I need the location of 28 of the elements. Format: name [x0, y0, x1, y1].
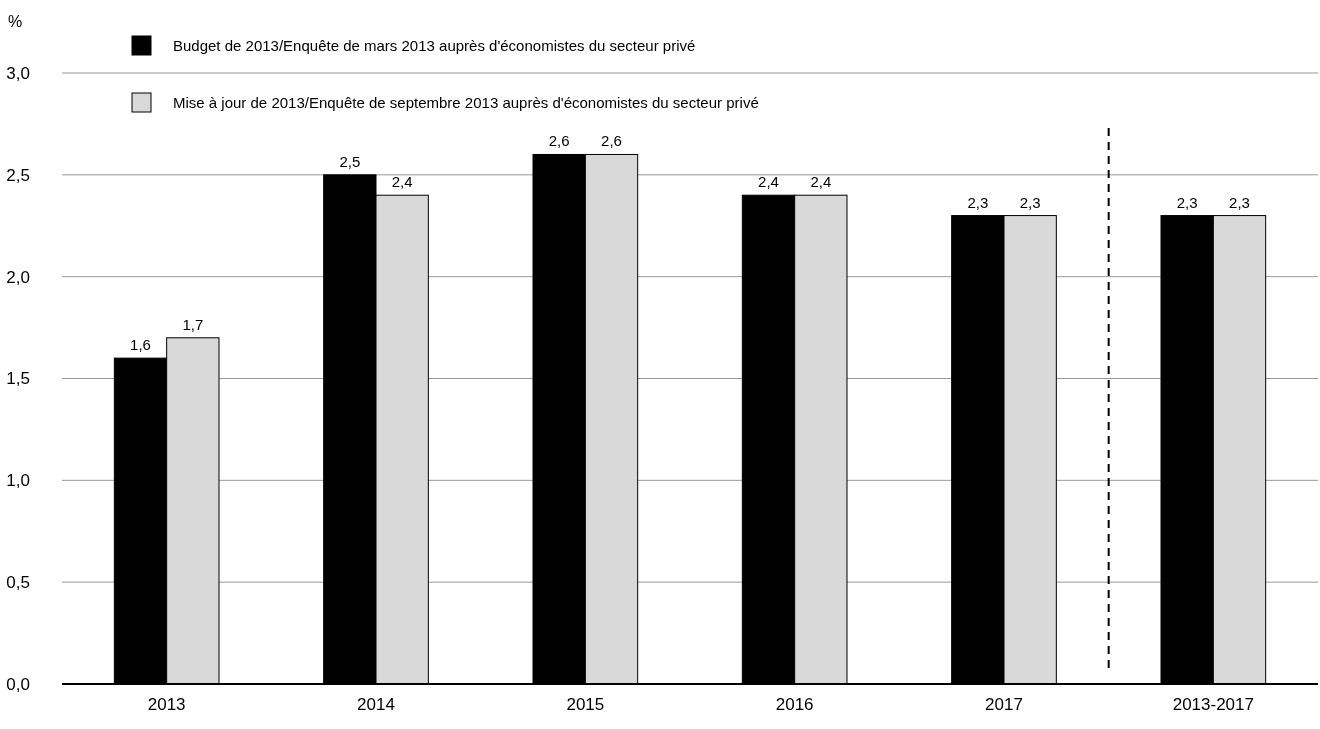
data-label: 1,6 [130, 336, 151, 354]
legend-label: Mise à jour de 2013/Enquête de septembre 2013 auprès d'économistes du secteur privé [173, 94, 759, 111]
data-label: 2,5 [339, 152, 361, 170]
legend-label: Budget de 2013/Enquête de mars 2013 auprès d'économistes du secteur privé [173, 37, 696, 54]
x-tick-label: 2016 [775, 695, 814, 715]
y-axis-title: % [8, 13, 23, 30]
y-tick-label: 3,0 [6, 63, 30, 83]
y-tick-label: 0,5 [6, 573, 30, 593]
y-tick-label: 1,5 [6, 369, 30, 389]
data-label: 2,4 [391, 173, 413, 191]
x-tick-label: 2017 [985, 695, 1023, 715]
x-tick-label: 2014 [357, 695, 395, 715]
data-label: 2,6 [601, 132, 622, 150]
data-label: 2,3 [1176, 193, 1198, 211]
y-tick-label: 2,0 [6, 267, 30, 287]
data-label: 2,3 [1229, 193, 1250, 211]
data-label: 2,3 [967, 193, 989, 211]
y-tick-label: 1,0 [6, 471, 30, 491]
x-tick-label: 2013 [147, 695, 186, 715]
data-label: 2,6 [548, 132, 570, 150]
data-label: 1,7 [182, 315, 204, 333]
y-tick-label: 2,5 [6, 165, 30, 185]
data-label: 2,4 [758, 173, 779, 191]
data-label: 2,3 [1019, 193, 1041, 211]
x-tick-label: 2013-2017 [1172, 695, 1254, 715]
x-tick-label: 2015 [566, 695, 605, 715]
y-tick-label: 0,0 [6, 674, 30, 694]
data-label: 2,4 [810, 173, 832, 191]
